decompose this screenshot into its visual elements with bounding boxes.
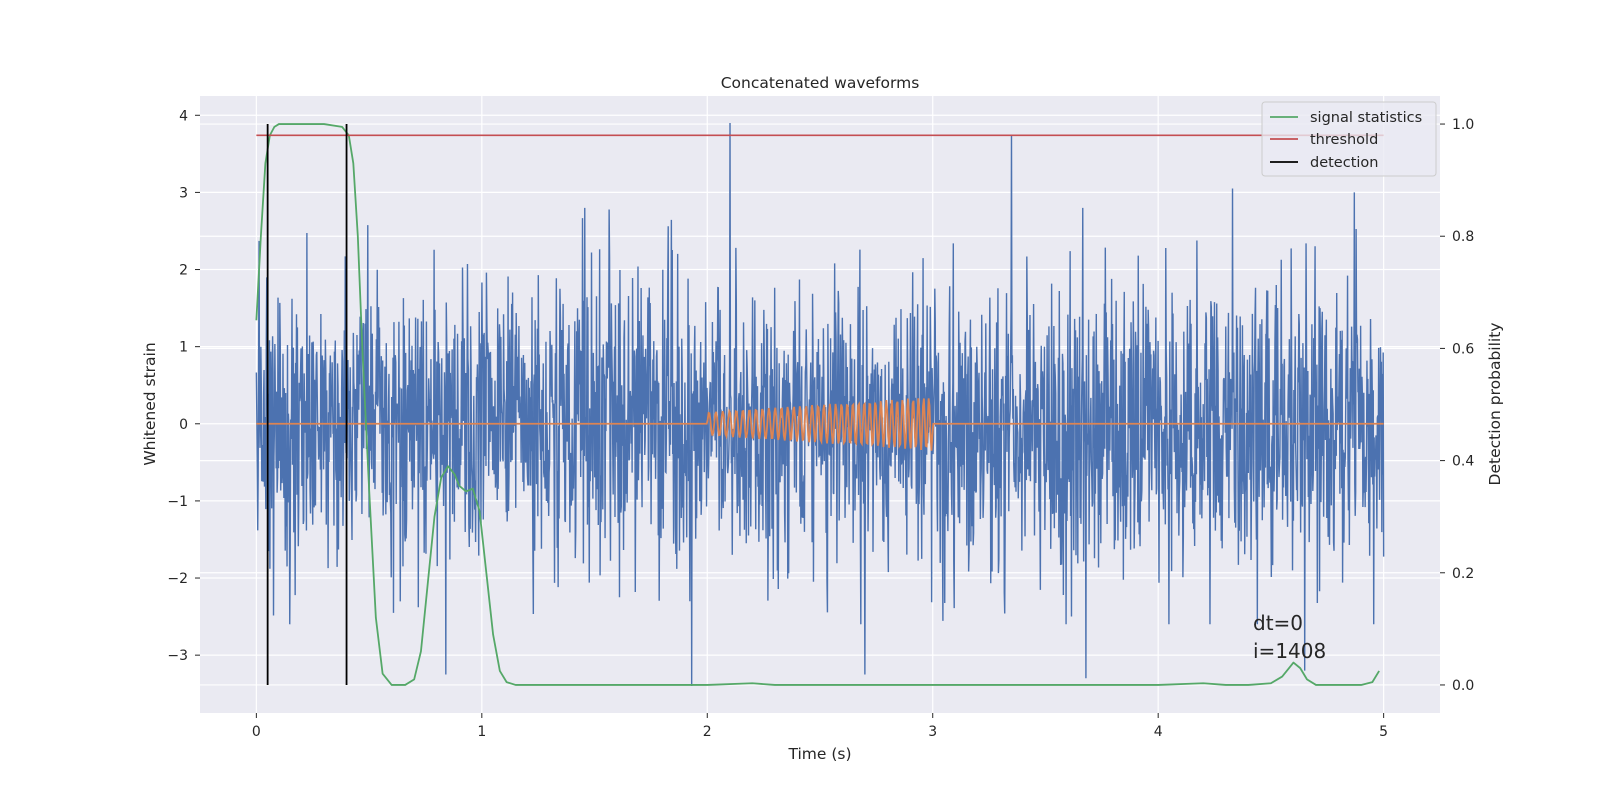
x-tick-label-3: 3 xyxy=(928,724,937,740)
legend-label-threshold: threshold xyxy=(1310,132,1378,148)
y-tick-label-5: −1 xyxy=(167,494,188,510)
x-tick-label-1: 1 xyxy=(477,724,486,740)
legend-label-detection: detection xyxy=(1310,155,1378,171)
y2-tick-label-5: 0.0 xyxy=(1452,678,1474,694)
signal-statistics-line xyxy=(255,123,1380,686)
chart-title: Concatenated waveforms xyxy=(721,74,920,92)
annotation-index: i=1408 xyxy=(1253,639,1326,663)
y2-tick-label-1: 0.8 xyxy=(1452,229,1474,245)
y-tick-label-6: −2 xyxy=(167,571,188,587)
y-tick-label-2: 2 xyxy=(179,263,188,279)
y2-tick-label-3: 0.4 xyxy=(1452,454,1474,470)
y-tick-label-3: 1 xyxy=(179,340,188,356)
x-tick-label-0: 0 xyxy=(252,724,261,740)
y2-tick-label-4: 0.2 xyxy=(1452,566,1474,582)
x-tick-label-4: 4 xyxy=(1154,724,1163,740)
x-tick-label-5: 5 xyxy=(1379,724,1388,740)
x-tick-label-2: 2 xyxy=(703,724,712,740)
legend-box xyxy=(1261,101,1437,177)
y2-tick-label-0: 1.0 xyxy=(1452,117,1474,133)
tick-layer: 0 1 2 3 4 5 4 3 2 1 0 −1 −2 −3 1.0 0.8 0.6 0.4 0.2 0.0 xyxy=(167,108,1474,740)
y2-tick-label-2: 0.6 xyxy=(1452,341,1474,357)
y2-axis-label: Detection probability xyxy=(1486,323,1504,486)
injected-waveform-line xyxy=(256,398,1384,451)
y-axis-label: Whitened strain xyxy=(141,342,159,465)
y-tick-label-0: 4 xyxy=(179,108,188,124)
y-tick-label-7: −3 xyxy=(167,648,188,664)
annotation-dt: dt=0 xyxy=(1253,611,1303,635)
y-tick-label-4: 0 xyxy=(179,417,188,433)
y-tick-label-1: 3 xyxy=(179,185,188,201)
x-axis-label: Time (s) xyxy=(787,745,851,763)
legend: signal statistics threshold detection xyxy=(1261,101,1437,177)
series-layer xyxy=(255,122,1385,687)
whitened-strain-line xyxy=(255,122,1385,687)
legend-label-signal-statistics: signal statistics xyxy=(1310,110,1422,126)
